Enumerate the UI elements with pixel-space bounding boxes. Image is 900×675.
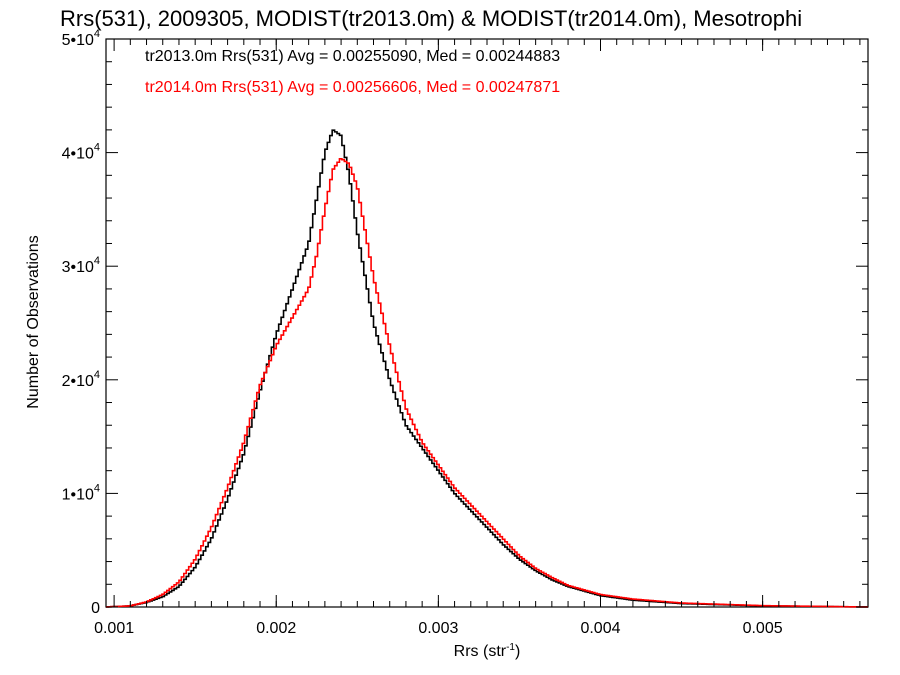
y-tick-label-3: 3•104 bbox=[62, 255, 100, 276]
y-tick-label-0: 0 bbox=[91, 600, 100, 617]
annotation-series-2: tr2014.0m Rrs(531) Avg = 0.00256606, Med… bbox=[145, 79, 560, 96]
y-tick-label-2: 2•104 bbox=[62, 369, 100, 390]
x-tick-label-2: 0.003 bbox=[418, 620, 458, 637]
y-tick-label-4: 4•104 bbox=[62, 142, 100, 163]
x-tick-label-0: 0.001 bbox=[94, 620, 134, 637]
x-tick-label-1: 0.002 bbox=[256, 620, 296, 637]
x-axis-label-sup: -1 bbox=[506, 642, 515, 653]
series-layer bbox=[106, 129, 868, 608]
x-axis-label: Rrs (str-1) bbox=[454, 642, 521, 660]
x-axis-label-main: Rrs (str bbox=[454, 643, 507, 660]
x-axis-ticks: 0.001 0.002 0.003 0.004 0.005 bbox=[94, 39, 861, 637]
x-axis-label-close: ) bbox=[515, 643, 520, 660]
series-line-1 bbox=[106, 129, 868, 608]
y-axis-ticks: 0 1•104 2•104 3•104 4•104 5•104 bbox=[62, 28, 868, 617]
y-axis-label: Number of Observations bbox=[25, 235, 42, 408]
y-tick-label-1: 1•104 bbox=[62, 482, 100, 503]
x-tick-label-4: 0.005 bbox=[743, 620, 783, 637]
y-tick-label-5: 5•104 bbox=[62, 28, 100, 49]
chart-title: Rrs(531), 2009305, MODIST(tr2013.0m) & M… bbox=[60, 6, 802, 31]
plot-area: 0.001 0.002 0.003 0.004 0.005 0 1•104 2•104 3•1… bbox=[62, 28, 869, 637]
x-tick-label-3: 0.004 bbox=[580, 620, 620, 637]
series-line-2 bbox=[106, 158, 868, 608]
annotation-series-1: tr2013.0m Rrs(531) Avg = 0.00255090, Med… bbox=[145, 48, 560, 65]
